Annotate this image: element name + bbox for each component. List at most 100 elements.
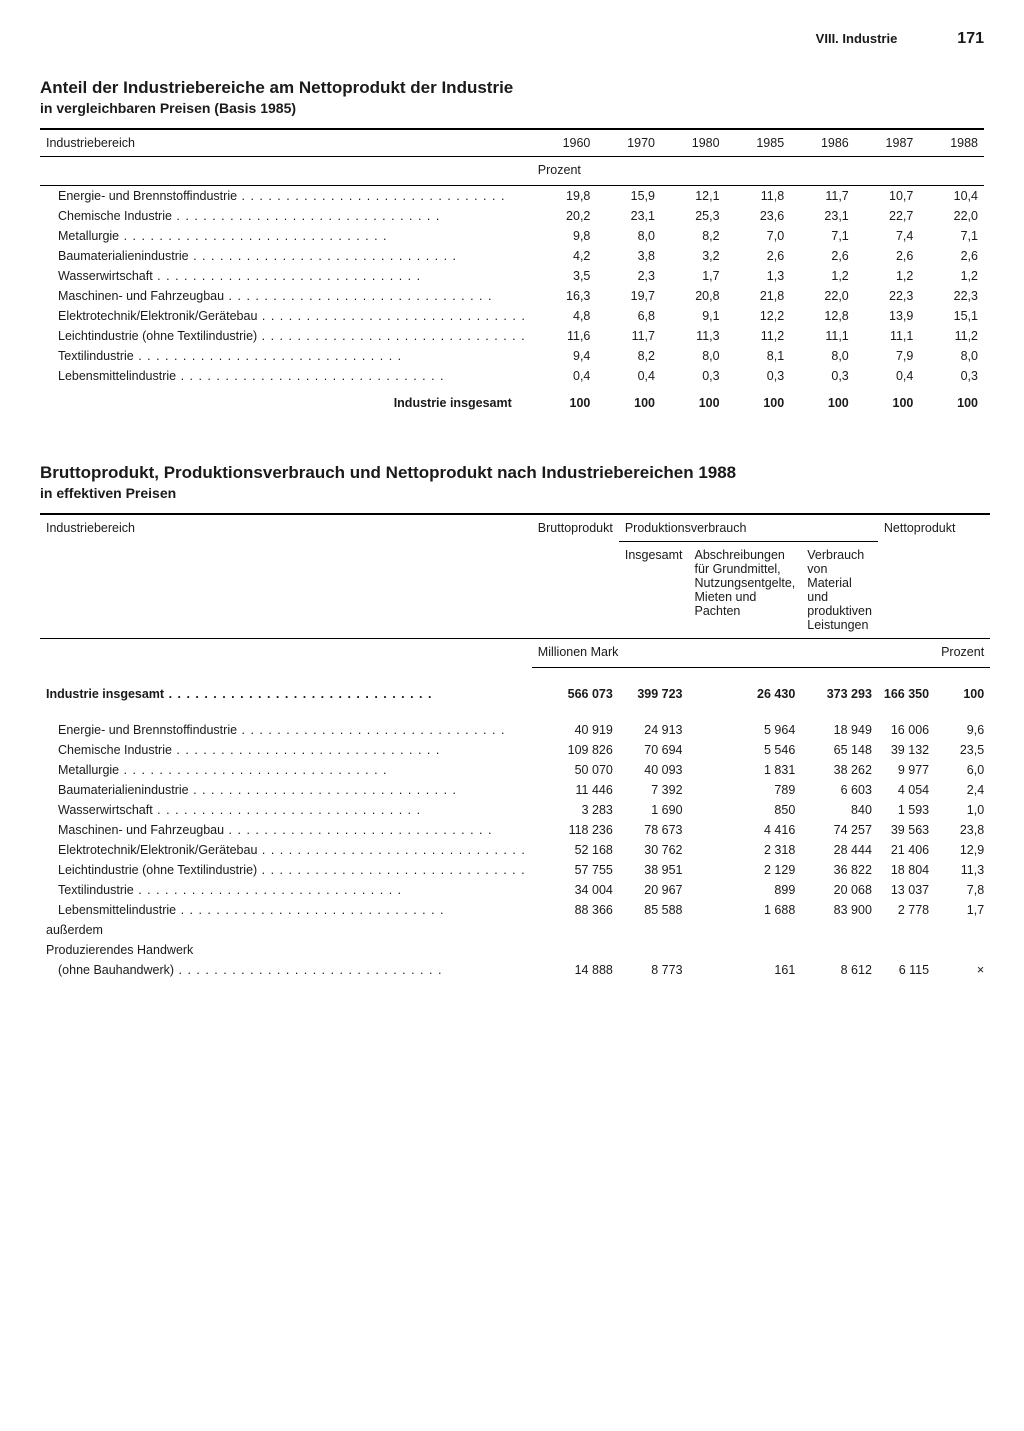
cell: 22,0 [919,206,984,226]
cell: 6,8 [596,306,661,326]
cell: 22,7 [855,206,920,226]
table2-total-row: Industrie insgesamt 566 073 399 723 26 4… [40,684,990,704]
table-row: Wasserwirtschaft3,52,31,71,31,21,21,2 [40,266,984,286]
cell: 83 900 [801,900,878,920]
cell: 5 964 [689,720,802,740]
table-row: Lebensmittelindustrie88 36685 5881 68883… [40,900,990,920]
row-label: Textilindustrie [40,346,532,366]
extra-row-2: (ohne Bauhandwerk) 14 888 8 773 161 8 61… [40,960,990,980]
cell: 1,7 [661,266,726,286]
cell: 5 546 [689,740,802,760]
cell: 7,0 [726,226,791,246]
table-row: Metallurgie9,88,08,27,07,17,47,1 [40,226,984,246]
year-col: 1988 [919,129,984,157]
cell: 0,3 [726,366,791,386]
table-row: Chemische Industrie20,223,125,323,623,12… [40,206,984,226]
cell: 840 [801,800,878,820]
cell: 11,6 [532,326,597,346]
cell: 40 093 [619,760,689,780]
cell: 1 688 [689,900,802,920]
cell: 9,1 [661,306,726,326]
cell: 0,3 [790,366,855,386]
cell: 20 967 [619,880,689,900]
cell: 8,0 [661,346,726,366]
unit-label: Prozent [532,157,984,186]
cell: 20,8 [661,286,726,306]
cell: 10,4 [919,186,984,207]
cell: 8,0 [919,346,984,366]
cell: 9,8 [532,226,597,246]
cell: 16 006 [878,720,935,740]
cell: 11,2 [919,326,984,346]
cell: 2,6 [919,246,984,266]
table2-header-row1: Industriebereich Bruttoprodukt Produktio… [40,514,990,542]
cell: 70 694 [619,740,689,760]
cell: 19,7 [596,286,661,306]
row-label: Leichtindustrie (ohne Textilindustrie) [40,326,532,346]
cell: 0,4 [532,366,597,386]
year-col: 1960 [532,129,597,157]
table1-header-row: Industriebereich 1960 1970 1980 1985 198… [40,129,984,157]
cell: 13 037 [878,880,935,900]
cell: 2 778 [878,900,935,920]
cell: 3,2 [661,246,726,266]
col-label: Industriebereich [40,129,532,157]
cell: 23,5 [935,740,990,760]
table2-unit-row: Millionen Mark Prozent [40,639,990,668]
row-label: Elektrotechnik/Elektronik/Gerätebau [40,306,532,326]
cell: 23,1 [596,206,661,226]
cell: 12,9 [935,840,990,860]
cell: 4 054 [878,780,935,800]
cell: 20,2 [532,206,597,226]
cell: 3,8 [596,246,661,266]
cell: 39 132 [878,740,935,760]
row-label: Energie- und Brennstoffindustrie [40,186,532,207]
table-row: Energie- und Brennstoffindustrie19,815,9… [40,186,984,207]
cell: 11,1 [790,326,855,346]
cell: 2,6 [790,246,855,266]
total-label: Industrie insgesamt [40,386,532,413]
table-row: Chemische Industrie109 82670 6945 54665 … [40,740,990,760]
cell: 11,2 [726,326,791,346]
table1-title: Anteil der Industriebereiche am Nettopro… [40,78,984,98]
cell: 22,3 [855,286,920,306]
cell: 88 366 [532,900,619,920]
table-row: Elektrotechnik/Elektronik/Gerätebau52 16… [40,840,990,860]
year-col: 1970 [596,129,661,157]
cell: 8,0 [596,226,661,246]
year-col: 1987 [855,129,920,157]
cell: 118 236 [532,820,619,840]
cell: 12,8 [790,306,855,326]
cell: 34 004 [532,880,619,900]
table-row: Wasserwirtschaft3 2831 6908508401 5931,0 [40,800,990,820]
row-label: Textilindustrie [40,880,532,900]
unit-left: Millionen Mark [532,639,935,668]
row-label: Lebensmittelindustrie [40,366,532,386]
cell: 6,0 [935,760,990,780]
cell: 13,9 [855,306,920,326]
cell: 8,2 [596,346,661,366]
cell: 3 283 [532,800,619,820]
table1: Industriebereich 1960 1970 1980 1985 198… [40,128,984,413]
row-label: Wasserwirtschaft [40,266,532,286]
cell: 39 563 [878,820,935,840]
cell: 11 446 [532,780,619,800]
cell: 21,8 [726,286,791,306]
cell: 20 068 [801,880,878,900]
cell: 4,2 [532,246,597,266]
table-row: Leichtindustrie (ohne Textilindustrie)11… [40,326,984,346]
table1-unit-row: Prozent [40,157,984,186]
table-row: Metallurgie50 07040 0931 83138 2629 9776… [40,760,990,780]
cell: 0,3 [661,366,726,386]
section-label: VIII. Industrie [816,31,898,46]
cell: 22,0 [790,286,855,306]
cell: 28 444 [801,840,878,860]
table-row: Baumaterialienindustrie4,23,83,22,62,62,… [40,246,984,266]
cell: 57 755 [532,860,619,880]
h-prodv: Produktionsverbrauch [619,514,878,542]
row-label: Maschinen- und Fahrzeugbau [40,820,532,840]
cell: 8,1 [726,346,791,366]
cell: 23,1 [790,206,855,226]
table-row: Textilindustrie34 00420 96789920 06813 0… [40,880,990,900]
cell: 2,6 [855,246,920,266]
